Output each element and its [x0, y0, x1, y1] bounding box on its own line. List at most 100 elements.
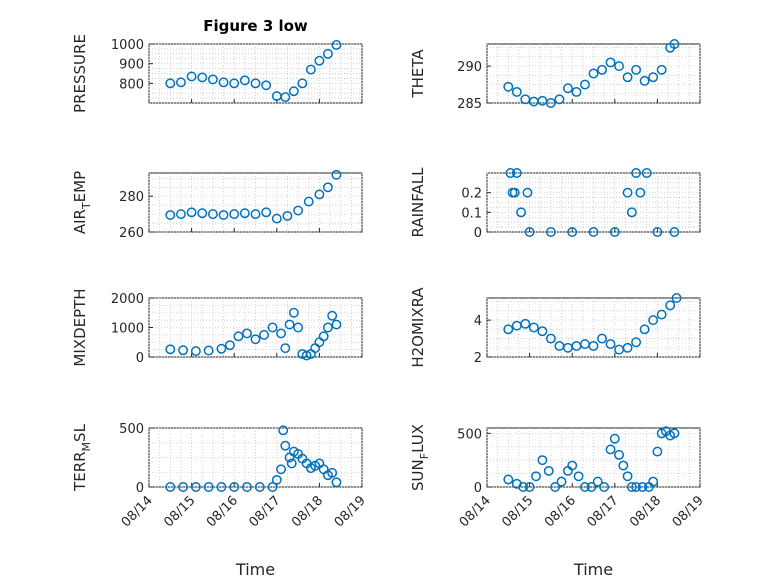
data-point [327, 310, 338, 321]
data-series [505, 168, 680, 237]
data-series [165, 40, 342, 103]
data-point [229, 209, 240, 220]
y-axis-label: TERRMSL [71, 423, 93, 492]
data-point [327, 467, 338, 478]
data-point [522, 187, 533, 198]
data-point [239, 75, 250, 86]
data-series [503, 39, 680, 108]
data-point [165, 344, 176, 355]
data-point [614, 61, 625, 72]
data-point [218, 210, 229, 220]
data-point [618, 460, 629, 471]
data-point [322, 182, 333, 193]
data-series [165, 307, 342, 361]
data-point [178, 345, 189, 356]
data-point [635, 187, 646, 198]
data-point [537, 455, 548, 466]
plot-area [148, 172, 363, 233]
y-tick-label: 0.2 [461, 187, 482, 202]
data-point [242, 482, 252, 492]
plot-area [486, 43, 701, 104]
data-point [305, 64, 316, 75]
data-point [282, 210, 293, 221]
chart-title: Figure 3 low [203, 17, 308, 35]
data-point [250, 334, 261, 345]
x-tick-label: 08/19 [670, 493, 707, 530]
data-point [648, 315, 659, 326]
data-point [280, 92, 291, 103]
y-tick-label: 0 [474, 481, 482, 496]
data-point [297, 78, 308, 89]
y-tick-label: 1000 [111, 38, 144, 53]
x-tick-label: 08/16 [542, 493, 579, 530]
data-point [322, 322, 333, 333]
data-point [331, 477, 342, 488]
data-point [331, 169, 342, 180]
data-point [176, 209, 186, 220]
data-point [203, 482, 214, 492]
data-point [614, 449, 625, 460]
y-tick-label: 290 [457, 60, 482, 75]
plot-area [486, 427, 701, 488]
data-point [284, 319, 295, 330]
y-tick-label: 1000 [111, 322, 144, 337]
data-point [229, 482, 240, 492]
data-point [656, 309, 667, 320]
grid-lines [486, 172, 701, 233]
data-point [197, 72, 208, 83]
data-series [503, 293, 682, 355]
data-point [597, 333, 607, 344]
data-point [190, 482, 201, 492]
data-point [580, 482, 590, 492]
plot-area [486, 297, 701, 358]
data-point [280, 440, 291, 451]
data-point [626, 482, 637, 492]
data-point [278, 425, 289, 436]
data-point [178, 482, 189, 492]
subplot-air-temp: 260 280 AIRTEMP [71, 169, 363, 241]
y-tick-label: 500 [119, 422, 144, 437]
data-point [288, 307, 299, 318]
y-tick-label: 0 [136, 351, 144, 366]
data-point [197, 208, 208, 219]
y-tick-label: 900 [119, 58, 144, 73]
x-axis-label-right: Time [573, 560, 613, 579]
subplot-terr-msl: 0 500 08/14 08/15 08/16 08/17 08/18 08/19 TERRMS… [71, 422, 369, 530]
data-point [261, 80, 272, 91]
subplot-h2omixra: 2 4 H2OMIXRA [409, 287, 701, 368]
data-point [239, 208, 250, 219]
y-tick-label: 500 [457, 427, 482, 442]
data-point [588, 340, 599, 351]
x-tick-label: 08/16 [204, 493, 241, 530]
x-tick-label: 08/18 [289, 493, 326, 530]
x-axis-label-left: Time [235, 560, 275, 579]
data-point [652, 227, 663, 237]
data-point [511, 168, 522, 178]
data-point [639, 324, 650, 335]
data-point [280, 343, 291, 354]
data-point [233, 331, 244, 342]
data-point [216, 482, 227, 492]
data-point [554, 94, 565, 105]
data-point [571, 86, 582, 97]
data-point [293, 205, 304, 216]
data-point [207, 209, 218, 220]
plot-area [148, 43, 363, 104]
data-point [605, 339, 616, 350]
grid-lines [148, 427, 363, 488]
data-point [652, 446, 663, 457]
data-series [165, 169, 342, 224]
data-point [639, 75, 650, 86]
data-point [322, 48, 333, 59]
data-point [669, 39, 680, 49]
data-point [592, 476, 603, 487]
x-tick-label: 08/18 [627, 493, 664, 530]
data-point [605, 444, 616, 455]
data-point [520, 318, 531, 329]
x-tick-label: 08/14 [457, 493, 494, 530]
data-point [545, 98, 556, 108]
data-point [669, 227, 680, 237]
data-point [318, 331, 329, 342]
data-point [609, 433, 620, 444]
subplot-theta: 285 290 THETA [409, 39, 701, 112]
